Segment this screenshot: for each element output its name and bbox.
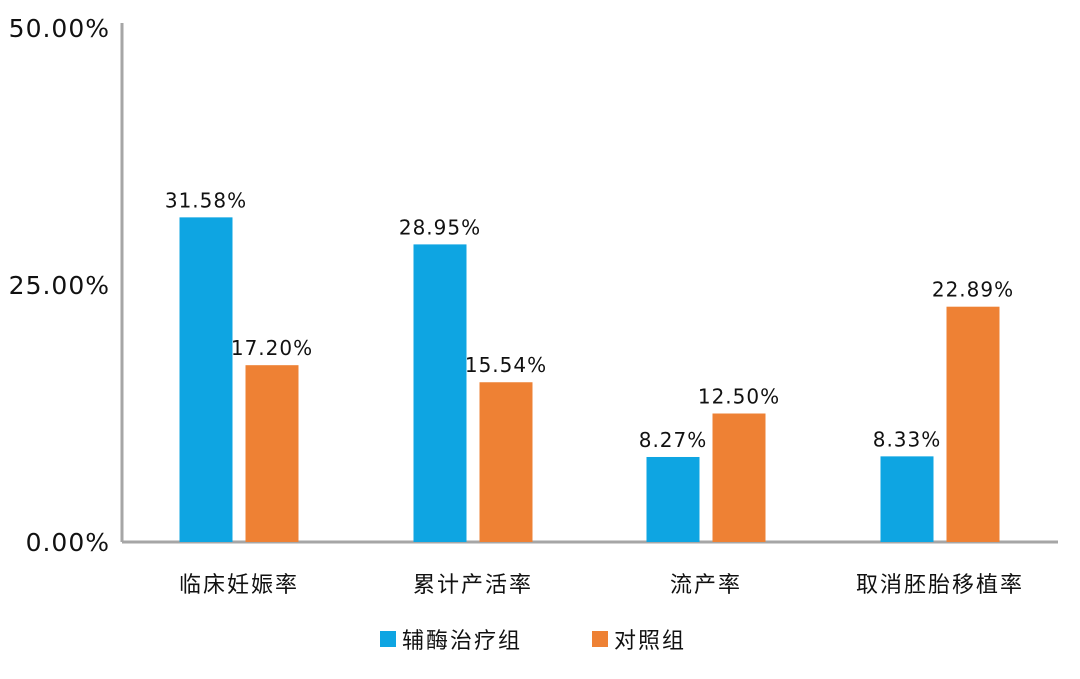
bar bbox=[946, 306, 1000, 542]
legend-label: 对照组 bbox=[614, 629, 686, 654]
data-labels: 31.58% 28.95% 8.27% 8.33% 17.20% 15.54% 12.50%… bbox=[165, 188, 1014, 452]
data-label: 28.95% bbox=[399, 215, 481, 239]
bar bbox=[646, 456, 700, 542]
y-tick-labels: 0.00% 25.00% 50.00% bbox=[9, 14, 110, 557]
data-label: 22.89% bbox=[932, 278, 1014, 302]
legend: 辅酶治疗组 对照组 bbox=[380, 629, 686, 654]
bar bbox=[413, 244, 467, 543]
data-label: 8.27% bbox=[639, 428, 708, 452]
category-labels: 临床妊娠率 累计产活率 流产率 取消胚胎移植率 bbox=[179, 573, 1024, 598]
bar bbox=[712, 413, 766, 542]
bar bbox=[245, 365, 299, 542]
data-label: 8.33% bbox=[873, 427, 942, 451]
data-label: 17.20% bbox=[231, 336, 313, 360]
data-label: 12.50% bbox=[698, 385, 780, 409]
bars bbox=[179, 217, 1000, 543]
data-label: 15.54% bbox=[465, 353, 547, 377]
bar bbox=[880, 456, 934, 542]
legend-swatch bbox=[592, 631, 608, 647]
y-tick-label: 0.00% bbox=[26, 528, 110, 557]
y-tick-label: 25.00% bbox=[9, 271, 110, 300]
legend-label: 辅酶治疗组 bbox=[402, 629, 522, 654]
x-tick-label: 临床妊娠率 bbox=[179, 573, 299, 598]
y-tick-label: 50.00% bbox=[9, 14, 110, 43]
legend-swatch bbox=[380, 631, 396, 647]
bar bbox=[479, 382, 533, 542]
x-tick-label: 流产率 bbox=[670, 573, 742, 598]
x-tick-label: 累计产活率 bbox=[413, 573, 533, 598]
bar bbox=[179, 217, 233, 542]
x-tick-label: 取消胚胎移植率 bbox=[856, 573, 1024, 598]
data-label: 31.58% bbox=[165, 188, 247, 212]
